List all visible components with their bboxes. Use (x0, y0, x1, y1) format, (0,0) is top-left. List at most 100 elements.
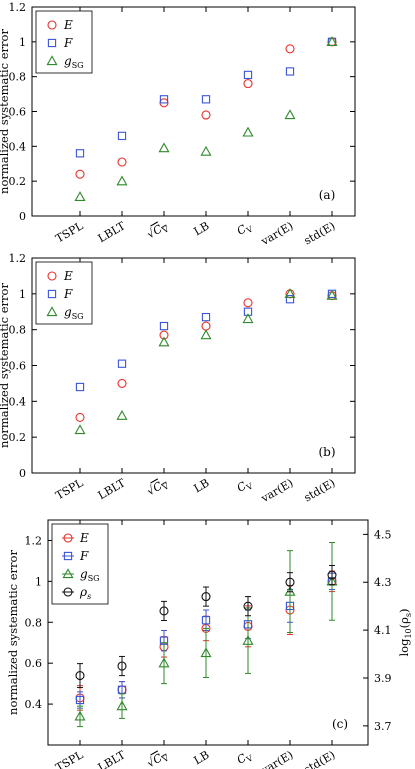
legend-label: E (79, 531, 89, 545)
data-point-e (243, 298, 253, 308)
data-point-f (159, 95, 169, 104)
data-point-e (75, 412, 85, 423)
category-label: std(E) (302, 476, 338, 504)
data-point-f (243, 70, 253, 80)
data-point-gsg (326, 289, 338, 300)
category-label: var(E) (258, 748, 295, 769)
y2-tick-label: 3.9 (374, 672, 392, 685)
category-label: √CV (145, 476, 171, 500)
data-point-f (285, 295, 295, 304)
category-label: var(E) (258, 219, 295, 248)
data-point-s (159, 606, 169, 616)
data-point-gsg (284, 109, 296, 120)
data-point-gsg (326, 36, 338, 46)
panel-label: (c) (332, 717, 348, 731)
data-point-f (75, 149, 85, 158)
legend-marker (63, 551, 73, 561)
y-axis-label: normalized systematic error (0, 29, 11, 194)
data-point-s (75, 671, 85, 681)
legend-label: gSG (64, 305, 84, 321)
data-point-f (159, 321, 169, 331)
data-point-f (117, 131, 127, 141)
data-point-f (201, 312, 211, 322)
legend-label: F (79, 549, 89, 563)
y-axis-label: normalized systematic error (0, 283, 11, 448)
y-tick-label: 1.2 (9, 1, 27, 14)
data-point-gsg (158, 142, 170, 153)
y-tick-label: 0 (19, 210, 26, 223)
data-point-e (201, 110, 211, 120)
data-point-gsg (116, 175, 128, 186)
data-point-f (75, 382, 85, 392)
category-label: LBLT (96, 219, 128, 245)
y-tick-label: 0.4 (9, 140, 27, 153)
legend-marker (47, 271, 57, 281)
y-tick-label: 0.8 (9, 71, 27, 84)
data-point-e (285, 44, 295, 54)
data-point-gsg (242, 126, 254, 137)
legend-label: gSG (64, 54, 84, 70)
data-point-f (285, 67, 295, 76)
y2-tick-label: 4.5 (374, 528, 392, 541)
y2-tick-label: 4.3 (374, 576, 392, 589)
y2-axis-label: log10(ρs) (397, 608, 413, 656)
category-label: std(E) (302, 219, 338, 247)
y-tick-label: 0.6 (9, 360, 27, 373)
plot-frame (47, 519, 369, 746)
data-point-s (327, 570, 337, 580)
data-point-gsg (200, 647, 212, 658)
data-point-gsg (158, 657, 170, 668)
y-tick-label: 1 (19, 36, 26, 49)
data-point-gsg (242, 313, 254, 324)
data-point-gsg (242, 634, 254, 645)
data-point-f (117, 359, 127, 368)
y-tick-label: 0.2 (9, 431, 27, 444)
data-point-gsg (158, 336, 170, 347)
y-tick-label: 1 (19, 288, 26, 301)
panel-b: 0 0.2 0.4 0.6 0.8 1 1.2 TSPL LBLT √CV LB CV var(E) st… (0, 252, 356, 505)
legend-marker (63, 587, 73, 597)
legend-label: F (63, 287, 73, 301)
data-point-e (117, 157, 127, 167)
category-label: CV (235, 476, 255, 496)
data-point-s (285, 577, 295, 587)
y2-tick-label: 4.1 (374, 624, 392, 637)
y-tick-label: 0.6 (9, 106, 27, 119)
legend-label: ρs (79, 585, 91, 601)
data-point-f (201, 616, 211, 625)
category-label: var(E) (258, 476, 295, 505)
category-label: √CV (145, 219, 171, 243)
data-point-s (117, 661, 127, 671)
data-point-gsg (74, 710, 86, 721)
panel-label: (b) (318, 445, 335, 459)
data-point-gsg (284, 288, 296, 298)
data-point-gsg (200, 329, 212, 340)
category-label: LB (192, 219, 212, 238)
legend-marker (47, 38, 57, 48)
panel-a: 0 0.2 0.4 0.6 0.8 1 1.2 TSPL LBLT √CV LB CV var(E) st… (0, 1, 356, 248)
data-point-e (117, 378, 127, 388)
y-tick-label: 0.4 (25, 698, 43, 711)
data-point-e (75, 169, 85, 179)
legend-label: gSG (80, 567, 100, 583)
legend-marker (63, 533, 73, 543)
legend-box (35, 10, 93, 74)
data-point-e (243, 79, 253, 89)
y-tick-label: 1 (35, 575, 42, 588)
data-point-f (75, 695, 85, 705)
y-tick-label: 1.2 (9, 252, 27, 265)
legend-box (51, 523, 109, 605)
data-point-gsg (284, 585, 296, 596)
data-point-gsg (116, 409, 128, 420)
data-point-gsg (74, 424, 86, 435)
category-label: TSPL (53, 476, 86, 502)
category-label: LB (192, 476, 212, 495)
category-label: √CV (145, 748, 171, 769)
data-point-gsg (200, 145, 212, 156)
panel-label: (a) (319, 188, 336, 202)
category-label: LB (192, 748, 212, 767)
legend-marker (47, 289, 57, 299)
legend-label: E (63, 18, 73, 32)
category-label: TSPL (53, 219, 86, 245)
